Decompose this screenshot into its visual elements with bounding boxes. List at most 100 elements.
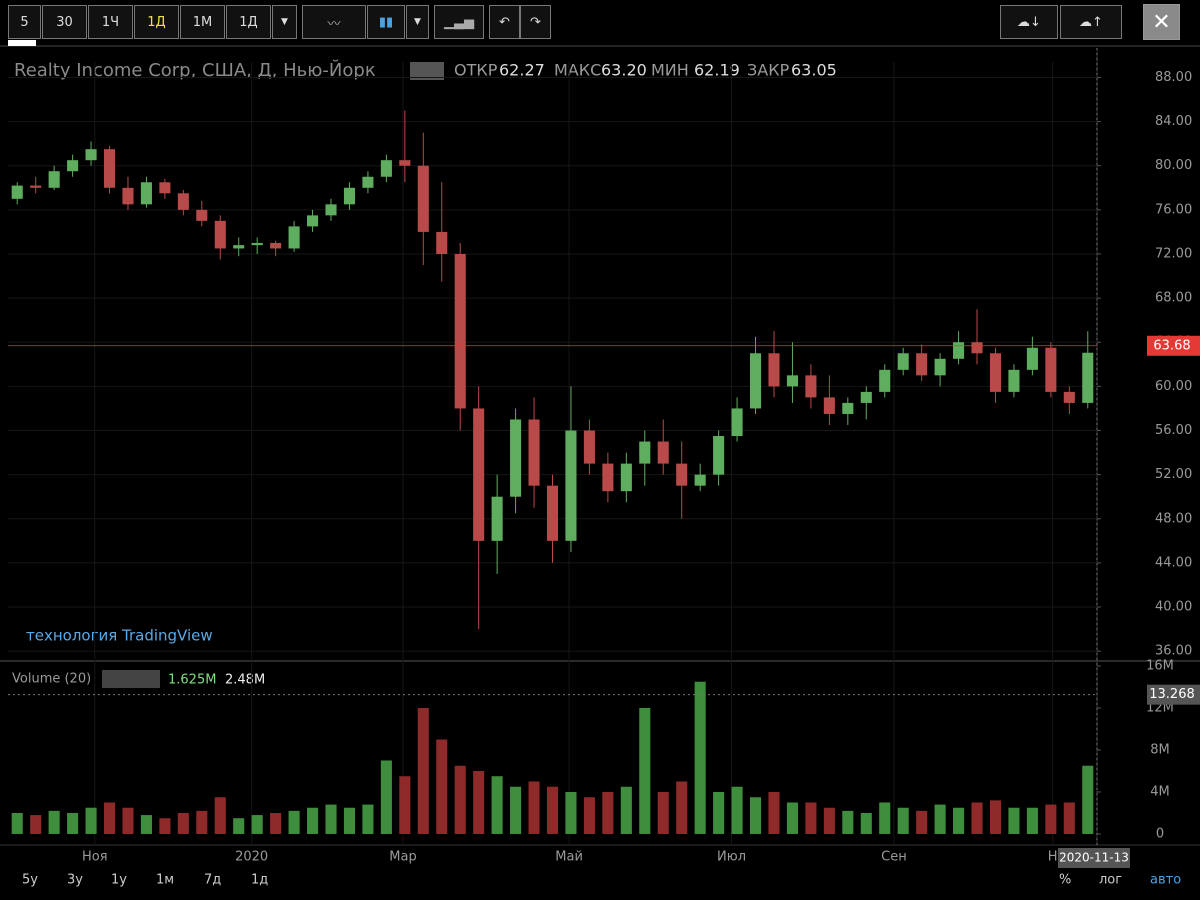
interval-button[interactable]: 1Ч (88, 5, 133, 39)
x-tick-label: Сен (881, 850, 907, 865)
y-tick-label: 72.00 (1155, 246, 1192, 261)
volume-tick-label: 0 (1156, 826, 1164, 841)
y-tick-label: 36.00 (1155, 644, 1192, 659)
y-tick-label: 48.00 (1155, 511, 1192, 526)
undo-button[interactable]: ↶ (489, 5, 520, 39)
volume-bar (30, 815, 42, 834)
candle-body (233, 245, 245, 249)
candle-body (1082, 352, 1094, 403)
volume-ma: 1.625M (168, 673, 216, 688)
candle-style-button[interactable]: ▮▮ (367, 5, 405, 39)
volume-bar (731, 786, 743, 834)
candle-body (768, 353, 780, 387)
candle-body (67, 160, 79, 172)
legend-icons[interactable] (410, 62, 444, 80)
candle-body (1008, 369, 1020, 392)
chart-style-button[interactable]: 〰 (302, 5, 366, 39)
candle-body (565, 430, 577, 541)
y-tick-label: 84.00 (1155, 114, 1192, 129)
legend-value: 63.20 (601, 61, 647, 80)
bottom-bar: 5у 3у 1у 1м 7д 1д % лог авто (22, 873, 1181, 888)
candle-body (602, 463, 614, 492)
candle-body (971, 342, 983, 354)
volume-bar (122, 807, 134, 834)
volume-bar (196, 810, 208, 834)
close-button[interactable]: ✕ (1143, 4, 1180, 40)
volume-bar (989, 800, 1002, 834)
volume-tick-label: 16M (1146, 658, 1174, 673)
candle-body (657, 441, 669, 464)
redo-button[interactable]: ↷ (520, 5, 551, 39)
candle-body (343, 187, 356, 205)
candle-body (676, 463, 688, 486)
volume-tick-label: 4M (1150, 784, 1170, 799)
upload-button[interactable]: ☁↑ (1060, 5, 1122, 39)
range-button[interactable]: 5у (22, 873, 38, 888)
volume-bar (639, 707, 651, 834)
volume-bar (879, 802, 891, 834)
range-button[interactable]: 3у (67, 873, 83, 888)
y-tick-label: 40.00 (1155, 600, 1192, 615)
percent-button[interactable]: % (1059, 873, 1071, 888)
volume-bar (602, 791, 614, 834)
candle-body (842, 402, 854, 414)
dropdown[interactable]: ▼ (406, 5, 429, 39)
interval-button[interactable]: 1Д (226, 5, 271, 39)
interval-button[interactable]: 1М (180, 5, 225, 39)
date-label-box (1058, 848, 1130, 868)
candle-body (620, 463, 632, 492)
log-button[interactable]: лог (1099, 873, 1122, 888)
volume-bar (140, 815, 152, 834)
volume-bar (805, 802, 817, 834)
dropdown[interactable]: ▼ (272, 5, 297, 39)
range-button[interactable]: 7д (204, 873, 221, 888)
candle-body (713, 436, 725, 475)
range-button[interactable]: 1д (251, 873, 268, 888)
candle-body (177, 193, 189, 210)
legend-icons[interactable] (102, 670, 160, 688)
candle-body (436, 231, 448, 254)
crosshair-label: 13.268 (1149, 687, 1195, 702)
candle-body (11, 185, 23, 199)
indicators-button[interactable]: ▁▃▅ (434, 5, 484, 39)
volume-bar (85, 807, 97, 834)
y-tick-label: 88.00 (1155, 70, 1192, 85)
interval-button[interactable]: 30 (42, 5, 87, 39)
volume-bar (325, 804, 337, 834)
interval-button[interactable]: 5 (8, 5, 41, 39)
candle-body (989, 353, 1002, 392)
candle-body (823, 397, 835, 414)
crosshair-label-box (1147, 684, 1200, 705)
candle-body (30, 185, 42, 188)
volume-bar (103, 802, 116, 834)
legend-label: ЗАКР (747, 61, 790, 80)
candle-body (159, 182, 171, 194)
candle-body (1063, 391, 1075, 403)
volume-bar (1008, 807, 1020, 834)
interval-button[interactable]: 1Д (134, 5, 179, 39)
candle-body (731, 408, 743, 437)
range-button[interactable]: 1м (156, 873, 174, 888)
candle-body (749, 353, 762, 409)
volume-bar (583, 797, 595, 834)
watermark: технология TradingView (26, 627, 213, 645)
download-button[interactable]: ☁↓ (1000, 5, 1058, 39)
candle-body (583, 430, 595, 464)
candle-body (953, 342, 965, 359)
y-tick-label: 60.00 (1155, 379, 1192, 394)
range-button[interactable]: 1у (111, 873, 127, 888)
x-tick-label: Ноя (82, 850, 108, 865)
candle-body (694, 474, 706, 486)
volume-bar (953, 807, 965, 834)
candle-body (417, 165, 429, 232)
auto-button[interactable]: авто (1150, 873, 1181, 888)
price-label-box (1147, 335, 1200, 356)
candle-body (879, 369, 891, 392)
volume-bar (565, 791, 577, 834)
candle-body (288, 226, 300, 249)
y-tick-label: 64.00 (1155, 335, 1192, 350)
y-tick-label: 44.00 (1155, 555, 1192, 570)
candle-body (639, 441, 651, 464)
